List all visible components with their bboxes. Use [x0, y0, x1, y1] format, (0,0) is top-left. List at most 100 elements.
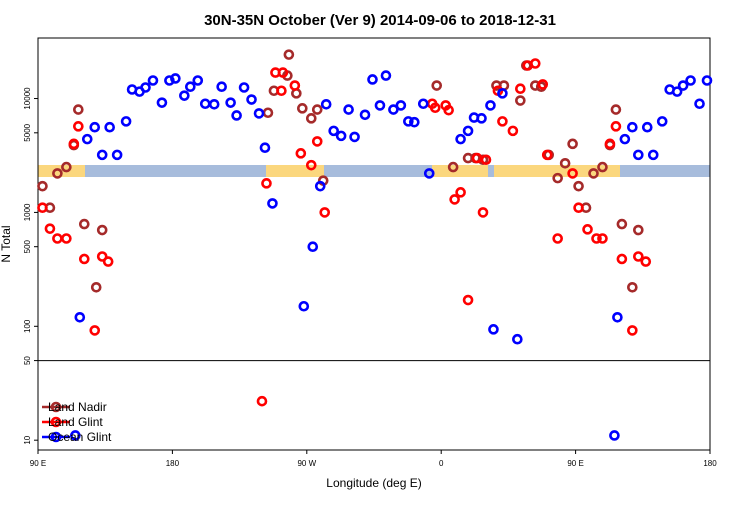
point [431, 80, 443, 91]
point [179, 90, 190, 101]
point [619, 133, 631, 145]
point [388, 104, 399, 115]
y-tick-label: 100 [23, 319, 32, 333]
point [367, 74, 378, 85]
point [612, 311, 623, 323]
point [633, 224, 644, 236]
point [403, 116, 414, 127]
x-tick-label: 180 [703, 459, 717, 468]
point [591, 233, 602, 244]
point [231, 110, 242, 121]
point [512, 333, 523, 345]
point [297, 103, 308, 114]
y-axis-label: N Total [0, 225, 13, 262]
point [656, 116, 668, 127]
point [647, 149, 659, 161]
point [289, 80, 301, 91]
point [409, 116, 420, 128]
point [616, 253, 628, 265]
point [96, 251, 108, 262]
point [253, 108, 265, 119]
point [311, 136, 323, 147]
point [685, 75, 696, 86]
point [277, 67, 289, 78]
point [627, 121, 638, 133]
point [185, 81, 196, 93]
point [68, 138, 80, 150]
point [295, 148, 307, 159]
point [319, 207, 331, 218]
point [537, 79, 549, 90]
point [671, 86, 683, 97]
point [343, 104, 354, 115]
point [582, 224, 593, 235]
point [73, 121, 84, 132]
point [81, 133, 93, 145]
point [320, 98, 332, 110]
point [267, 198, 278, 209]
chart-title: 30N-35N October (Ver 9) 2014-09-06 to 20… [204, 12, 556, 29]
point [89, 121, 101, 133]
y-tick-label: 5000 [23, 123, 32, 141]
series [37, 58, 652, 407]
point [380, 70, 392, 81]
point [111, 149, 123, 161]
point [462, 125, 474, 137]
point [497, 88, 508, 99]
point [305, 113, 317, 124]
point [90, 282, 102, 293]
point [335, 130, 347, 142]
point [559, 157, 571, 169]
y-tick-label: 1000 [23, 203, 32, 221]
point [627, 282, 638, 293]
point [552, 172, 563, 184]
point [597, 161, 608, 173]
point [61, 233, 72, 244]
point [170, 73, 181, 84]
point [73, 104, 84, 115]
point [597, 233, 608, 244]
x-tick-label: 0 [439, 459, 444, 468]
point [497, 116, 508, 127]
point [488, 324, 499, 335]
point [298, 300, 310, 312]
point [633, 149, 644, 161]
point [120, 116, 132, 127]
point [37, 202, 48, 213]
point [225, 97, 236, 108]
point [96, 224, 108, 236]
point [328, 125, 339, 137]
point [238, 82, 250, 93]
point [78, 253, 90, 265]
point [610, 104, 622, 115]
x-axis-label: Longitude (deg E) [326, 476, 421, 490]
x-tick-label: 90 E [567, 459, 583, 468]
y-tick-label: 10000 [23, 87, 32, 110]
point [192, 75, 204, 86]
legend-label: Land Glint [48, 415, 103, 429]
point [395, 100, 407, 111]
legend-marker [50, 431, 62, 443]
x-tick-label: 90 W [297, 459, 316, 468]
plot-frame [37, 37, 711, 451]
point [96, 149, 108, 161]
point [156, 97, 168, 108]
point [305, 159, 317, 171]
point [573, 202, 584, 213]
point [102, 256, 114, 267]
point [61, 161, 72, 173]
point [349, 131, 360, 143]
point [246, 94, 257, 105]
x-tick-label: 90 E [30, 459, 46, 468]
point [567, 138, 578, 150]
point [609, 430, 620, 441]
y-tick-label: 10 [23, 435, 32, 444]
point [480, 154, 492, 166]
point [455, 133, 466, 145]
point [70, 430, 81, 441]
point [140, 82, 151, 93]
point [641, 121, 653, 133]
point [423, 168, 435, 179]
point [307, 241, 319, 252]
